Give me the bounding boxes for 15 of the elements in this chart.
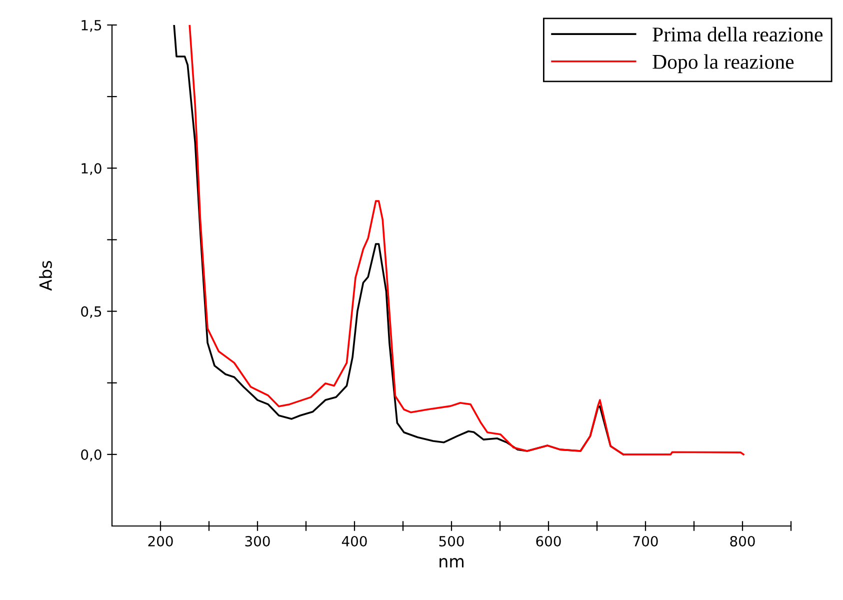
x-tick-label: 300 bbox=[245, 536, 270, 546]
x-tick-label: 400 bbox=[342, 536, 367, 546]
x-tick-label: 800 bbox=[730, 536, 755, 546]
y-tick-label: 1,5 bbox=[82, 20, 102, 32]
x-axis-title: nm bbox=[440, 558, 464, 568]
y-tick-label: 0,0 bbox=[81, 449, 102, 462]
y-tick-label: 0,5 bbox=[81, 306, 102, 318]
x-tick-label: 700 bbox=[633, 536, 658, 546]
legend-label: Dopo la reazione bbox=[652, 54, 794, 74]
y-axis-title: Abs bbox=[39, 260, 52, 291]
x-tick-label: 600 bbox=[536, 536, 561, 546]
x-tick-label: 200 bbox=[148, 536, 173, 546]
legend-label: Prima della reazione bbox=[652, 26, 823, 42]
y-tick-label: 1,0 bbox=[82, 163, 102, 176]
x-tick-label: 500 bbox=[439, 536, 464, 546]
